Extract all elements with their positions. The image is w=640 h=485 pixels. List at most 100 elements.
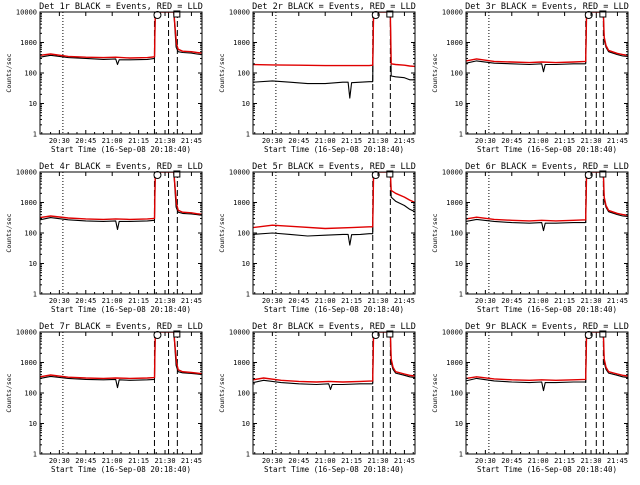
x-tick-label: 20:30: [262, 297, 283, 305]
marker-square: [599, 330, 607, 338]
y-tick-label: 10: [455, 420, 463, 428]
series-lld-line: [40, 172, 202, 221]
y-tick-label: 10000: [229, 329, 250, 337]
y-tick-label: 10: [242, 420, 250, 428]
x-tick-label: 20:30: [475, 137, 496, 145]
y-axis-label: Counts/sec: [218, 53, 226, 92]
x-tick-label: 20:45: [75, 297, 96, 305]
x-tick-label: 21:00: [102, 297, 123, 305]
y-axis-label: Counts/sec: [5, 213, 13, 252]
y-tick-label: 10000: [442, 329, 463, 337]
x-axis-label: Start Time (16-Sep-08 20:18:40): [51, 305, 191, 314]
y-tick-label: 1: [246, 451, 250, 459]
x-axis-label: Start Time (16-Sep-08 20:18:40): [477, 145, 617, 154]
x-tick-label: 21:30: [580, 137, 601, 145]
x-tick-label: 20:30: [49, 137, 70, 145]
plot-area: [40, 332, 202, 454]
series-events-line: [253, 12, 415, 99]
x-tick-label: 20:30: [475, 297, 496, 305]
x-tick-label: 20:30: [475, 457, 496, 465]
y-tick-label: 1000: [233, 359, 250, 367]
x-tick-label: 20:45: [501, 137, 522, 145]
plot-area: [40, 172, 202, 294]
panel-title: Det 3r BLACK = Events, RED = LLD: [465, 2, 629, 12]
marker-square: [173, 170, 181, 178]
y-axis-label: Counts/sec: [431, 373, 439, 412]
x-tick-label: 21:15: [341, 137, 362, 145]
chart-panel-7: Det 7r BLACK = Events, RED = LLD 1 10 100 10…: [5, 322, 203, 474]
marker-circle: [153, 11, 162, 19]
y-tick-label: 1: [33, 451, 37, 459]
x-tick-label: 20:45: [288, 297, 309, 305]
y-tick-label: 100: [24, 70, 37, 78]
x-tick-label: 21:00: [102, 457, 123, 465]
x-tick-label: 21:45: [181, 297, 202, 305]
series-lld-line: [466, 12, 628, 64]
chart-panel-4: Det 4r BLACK = Events, RED = LLD 1 10 100 10…: [5, 162, 203, 314]
chart-panel-6: Det 6r BLACK = Events, RED = LLD 1 10 100 10…: [431, 162, 629, 314]
series-lld-line: [253, 332, 415, 383]
x-tick-label: 21:00: [315, 457, 336, 465]
y-tick-label: 10: [242, 100, 250, 108]
series-lld-line: [466, 172, 628, 222]
x-tick-label: 21:00: [102, 137, 123, 145]
marker-square: [173, 10, 181, 18]
series-events-line: [253, 332, 415, 391]
y-tick-label: 1000: [233, 199, 250, 207]
x-tick-label: 21:00: [315, 137, 336, 145]
series-lld-line: [466, 332, 628, 381]
x-tick-label: 21:15: [554, 297, 575, 305]
y-axis-label: Counts/sec: [5, 53, 13, 92]
x-axis-label: Start Time (16-Sep-08 20:18:40): [264, 305, 404, 314]
y-tick-label: 1000: [446, 199, 463, 207]
y-tick-label: 10000: [16, 329, 37, 337]
x-tick-label: 21:30: [154, 137, 175, 145]
x-tick-label: 21:15: [554, 137, 575, 145]
y-tick-label: 10000: [229, 9, 250, 17]
x-axis-label: Start Time (16-Sep-08 20:18:40): [477, 465, 617, 474]
panel-title: Det 6r BLACK = Events, RED = LLD: [465, 162, 629, 172]
y-axis-label: Counts/sec: [431, 53, 439, 92]
y-tick-label: 1: [459, 451, 463, 459]
x-tick-label: 21:30: [367, 137, 388, 145]
x-tick-label: 21:00: [528, 297, 549, 305]
y-tick-label: 10: [29, 100, 37, 108]
x-tick-label: 21:00: [528, 137, 549, 145]
x-tick-label: 20:45: [501, 297, 522, 305]
series-events-line: [40, 12, 202, 66]
plot-area: [466, 172, 628, 294]
y-tick-label: 1000: [233, 39, 250, 47]
x-axis-label: Start Time (16-Sep-08 20:18:40): [51, 465, 191, 474]
y-tick-label: 100: [450, 230, 463, 238]
x-tick-label: 20:30: [262, 137, 283, 145]
chart-panel-5: Det 5r BLACK = Events, RED = LLD 1 10 100 10…: [218, 162, 416, 314]
y-tick-label: 10: [29, 260, 37, 268]
panel-title: Det 7r BLACK = Events, RED = LLD: [39, 322, 203, 332]
marker-square: [386, 10, 394, 18]
x-tick-label: 21:45: [181, 457, 202, 465]
y-tick-label: 1: [246, 131, 250, 139]
x-tick-label: 21:15: [128, 297, 149, 305]
y-axis-label: Counts/sec: [5, 373, 13, 412]
y-tick-label: 10000: [442, 169, 463, 177]
series-events-line: [40, 172, 202, 231]
panel-title: Det 9r BLACK = Events, RED = LLD: [465, 322, 629, 332]
x-tick-label: 21:45: [394, 137, 415, 145]
plot-area: [466, 332, 628, 454]
x-axis-label: Start Time (16-Sep-08 20:18:40): [477, 305, 617, 314]
x-tick-label: 21:45: [607, 457, 628, 465]
series-lld-line: [253, 172, 415, 230]
x-tick-label: 21:15: [341, 457, 362, 465]
y-tick-label: 1000: [20, 199, 37, 207]
plot-area: [466, 12, 628, 134]
series-events-line: [40, 332, 202, 389]
x-tick-label: 21:45: [181, 137, 202, 145]
y-tick-label: 10: [455, 100, 463, 108]
x-tick-label: 20:45: [75, 457, 96, 465]
marker-square: [599, 10, 607, 18]
y-tick-label: 1000: [446, 39, 463, 47]
x-tick-label: 21:45: [607, 137, 628, 145]
x-tick-label: 20:45: [501, 457, 522, 465]
x-tick-label: 20:45: [288, 457, 309, 465]
x-tick-label: 21:15: [128, 457, 149, 465]
